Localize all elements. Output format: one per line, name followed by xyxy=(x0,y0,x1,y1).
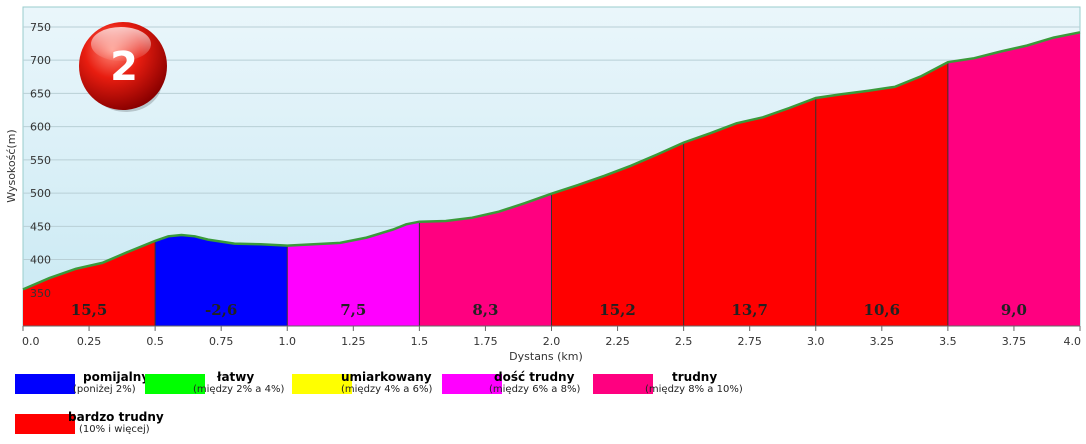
legend-swatch xyxy=(15,374,75,394)
legend-swatch xyxy=(442,374,502,394)
legend-item: łatwy (między 2% a 4%) xyxy=(145,370,295,402)
x-tick-label: 3.75 xyxy=(1002,335,1027,348)
legend-item: pomijalny (poniżej 2%) xyxy=(15,370,165,402)
y-tick-label: 700 xyxy=(30,54,51,67)
x-tick-label: 2.5 xyxy=(675,335,693,348)
segment-gradient-label: 10,6 xyxy=(864,301,901,319)
y-tick-label: 450 xyxy=(30,220,51,233)
legend-range: (między 4% a 6%) xyxy=(341,384,433,395)
profile-segment-area xyxy=(947,32,1080,327)
segment-gradient-label: -2,6 xyxy=(205,301,237,319)
profile-segment-area xyxy=(287,221,420,326)
difficulty-legend: pomijalny (poniżej 2%) łatwy (między 2% a 4… xyxy=(0,366,1086,444)
x-tick-label: 2.25 xyxy=(605,335,630,348)
elevation-profile-chart: 15,5 -2,6 7,5 8,3 15,2 13,7 10,6 9,0 350 400 450 5… xyxy=(5,6,1081,363)
x-tick-label: 1.5 xyxy=(411,335,429,348)
x-tick-label: 0.25 xyxy=(77,335,102,348)
profile-segment-area xyxy=(419,193,552,326)
legend-swatch xyxy=(145,374,205,394)
x-tick-label: 0.75 xyxy=(209,335,234,348)
segment-gradient-labels: 15,5 -2,6 7,5 8,3 15,2 13,7 10,6 9,0 xyxy=(71,301,1027,319)
legend-range: (między 2% a 4%) xyxy=(193,384,285,395)
profile-segment-area xyxy=(155,235,288,326)
x-axis-ticks: 0.0 0.25 0.5 0.75 1.0 1.25 1.5 1.75 2.0 2.25 2.5 2.… xyxy=(22,326,1081,348)
legend-range: (między 6% a 8%) xyxy=(489,384,581,395)
legend-item: dość trudny (między 6% a 8%) xyxy=(442,370,592,402)
legend-range: (poniżej 2%) xyxy=(73,384,136,395)
segment-dividers xyxy=(154,62,949,326)
legend-label: trudny xyxy=(672,370,718,384)
x-tick-label: 1.75 xyxy=(473,335,498,348)
legend-range: (10% i więcej) xyxy=(79,424,150,435)
x-tick-label: 1.25 xyxy=(341,335,366,348)
segment-gradient-label: 9,0 xyxy=(1001,301,1027,319)
x-tick-label: 2.0 xyxy=(543,335,561,348)
legend-item: umiarkowany (między 4% a 6%) xyxy=(292,370,442,402)
profile-segment-area xyxy=(815,62,948,326)
x-tick-label: 0.5 xyxy=(146,335,164,348)
x-tick-label: 3.0 xyxy=(807,335,825,348)
legend-label: umiarkowany xyxy=(341,370,432,384)
y-tick-label: 500 xyxy=(30,187,51,200)
profile-segment-area xyxy=(683,98,816,326)
y-axis-label: Wysokość(m) xyxy=(5,129,18,202)
legend-label: dość trudny xyxy=(494,370,575,384)
profile-segments xyxy=(23,32,1080,327)
segment-gradient-label: 15,2 xyxy=(599,301,636,319)
legend-item: bardzo trudny (10% i więcej) xyxy=(15,410,165,442)
y-tick-label: 550 xyxy=(30,154,51,167)
y-tick-label: 400 xyxy=(30,254,51,267)
legend-label: łatwy xyxy=(217,370,255,384)
legend-swatch xyxy=(15,414,75,434)
legend-label: bardzo trudny xyxy=(68,410,164,424)
y-axis-ticks: 350 400 450 500 550 600 650 700 750 xyxy=(30,21,51,300)
profile-line xyxy=(22,31,1081,291)
segment-gradient-label: 13,7 xyxy=(731,301,768,319)
profile-segment-area xyxy=(551,142,684,326)
legend-label: pomijalny xyxy=(83,370,150,384)
badge-number: 2 xyxy=(110,44,138,90)
y-tick-label: 650 xyxy=(30,87,51,100)
segment-gradient-label: 7,5 xyxy=(340,301,366,319)
segment-number-badge: 2 xyxy=(79,22,167,112)
x-tick-label: 4.0 xyxy=(1064,335,1082,348)
x-tick-label: 0.0 xyxy=(22,335,40,348)
y-tick-label: 600 xyxy=(30,121,51,134)
x-tick-label: 2.75 xyxy=(737,335,762,348)
profile-segment-area xyxy=(23,240,156,326)
segment-gradient-label: 15,5 xyxy=(71,301,108,319)
x-tick-label: 1.0 xyxy=(279,335,297,348)
y-tick-label: 350 xyxy=(30,287,51,300)
x-tick-label: 3.25 xyxy=(870,335,895,348)
legend-range: (między 8% a 10%) xyxy=(645,384,743,395)
y-tick-label: 750 xyxy=(30,21,51,34)
segment-gradient-label: 8,3 xyxy=(472,301,498,319)
legend-item: trudny (między 8% a 10%) xyxy=(593,370,743,402)
legend-swatch xyxy=(593,374,653,394)
x-tick-label: 3.5 xyxy=(939,335,957,348)
legend-swatch xyxy=(292,374,352,394)
x-axis-label: Dystans (km) xyxy=(509,350,583,363)
